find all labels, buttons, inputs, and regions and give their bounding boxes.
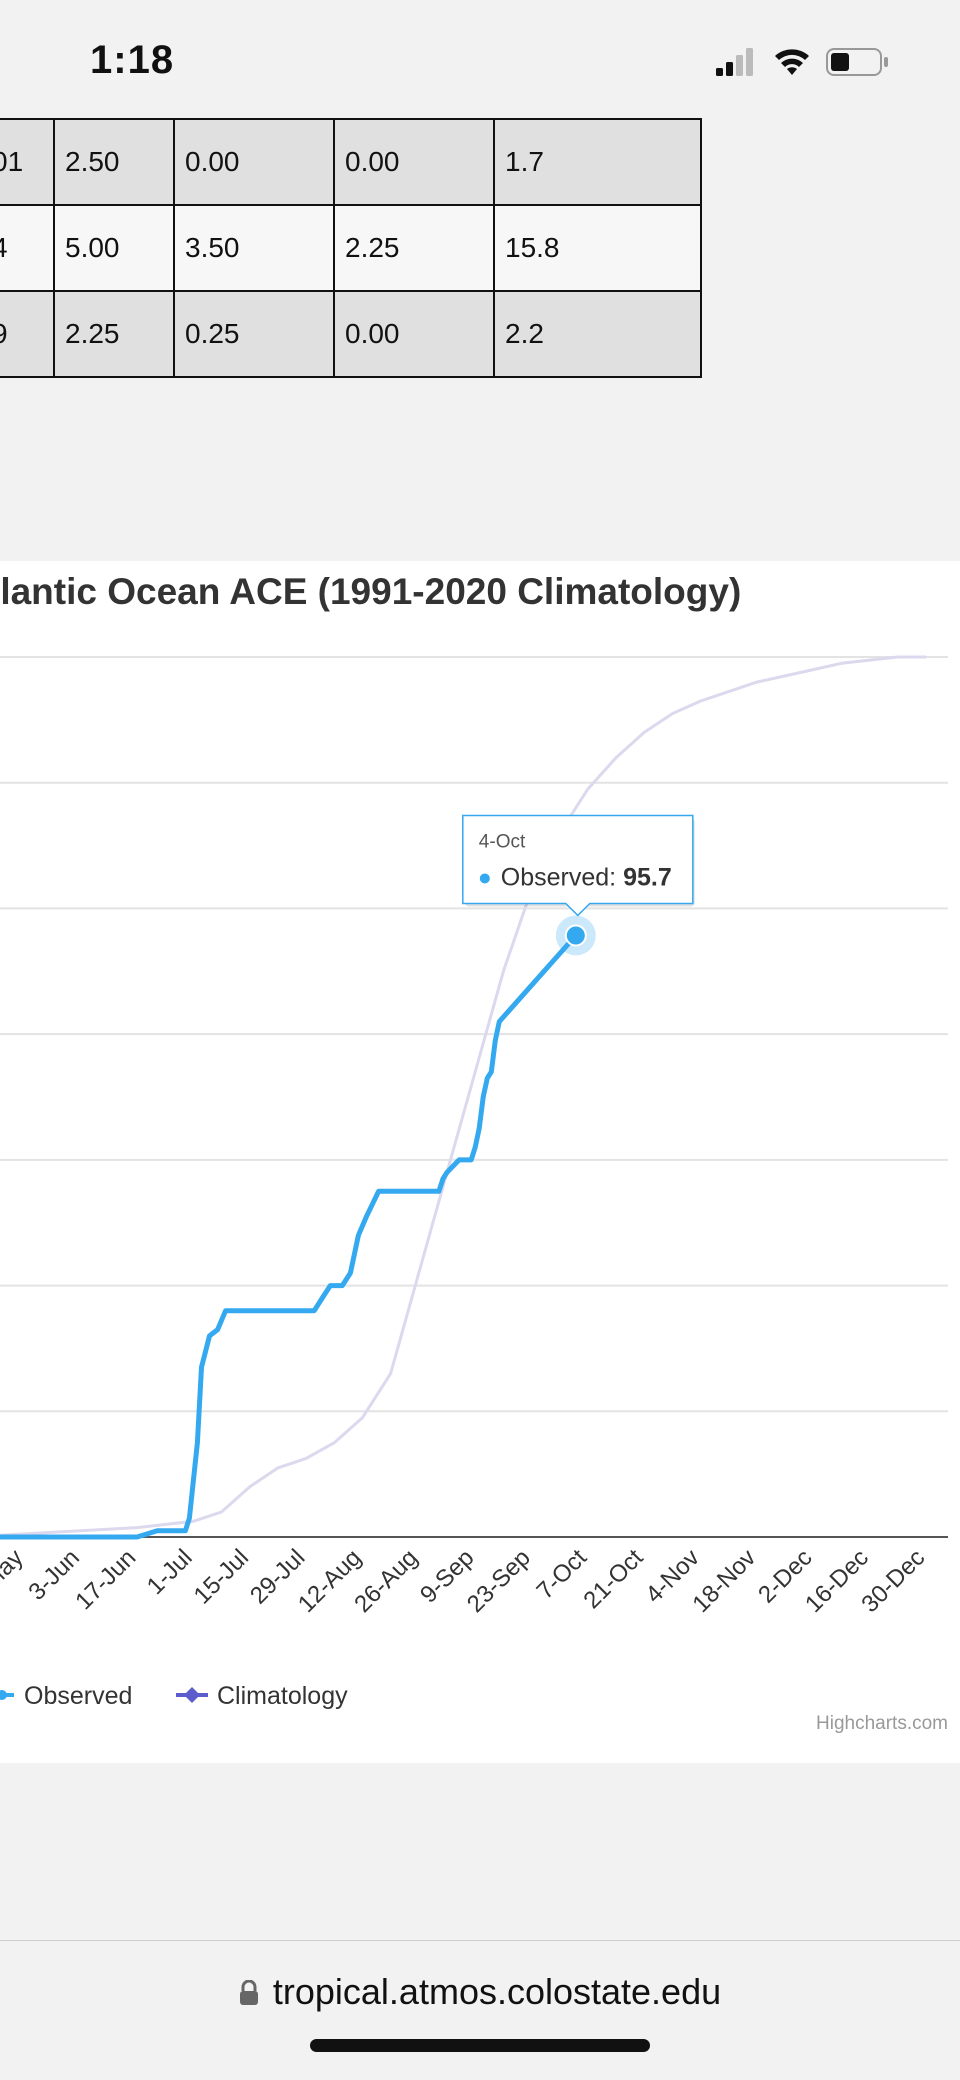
legend-observed-marker <box>0 1690 7 1700</box>
table-cell: 0.00 <box>333 290 495 378</box>
chart-panel: tlantic Ocean ACE (1991-2020 Climatology… <box>0 561 960 1763</box>
table-cell: 15.8 <box>493 204 702 292</box>
x-tick-label: 30-Dec <box>856 1544 930 1618</box>
x-tick-label: 16-Dec <box>800 1544 874 1618</box>
tooltip-value: 95.7 <box>623 863 672 891</box>
table-row: 4 5.00 3.50 2.25 15.8 <box>0 204 702 292</box>
table-cell: 0.00 <box>173 118 335 206</box>
status-bar: 1:18 <box>0 0 960 110</box>
highcharts-credits[interactable]: Highcharts.com <box>816 1713 948 1734</box>
table-cell: 0.25 <box>173 290 335 378</box>
tooltip: 4-Oct Observed: 95.7 <box>462 814 695 917</box>
url-text: tropical.atmos.colostate.edu <box>272 1971 722 2012</box>
table-cell: 2.25 <box>53 290 175 378</box>
table-cell: 9 <box>0 290 55 378</box>
url-bar[interactable]: tropical.atmos.colostate.edu <box>0 1940 960 2080</box>
address-bar[interactable]: tropical.atmos.colostate.edu <box>0 1971 960 2015</box>
observed-line <box>0 933 579 1540</box>
table-cell: 3.50 <box>173 204 335 292</box>
table-cell: 2.2 <box>493 290 702 378</box>
lock-icon <box>239 1973 259 2015</box>
data-table: 01 2.50 0.00 0.00 1.7 4 5.00 3.50 2.25 1… <box>0 118 702 378</box>
table-cell: 1.7 <box>493 118 702 206</box>
x-tick-label: 12-Aug <box>293 1544 367 1618</box>
status-icons <box>716 48 888 76</box>
x-tick-label: 18-Nov <box>687 1544 761 1618</box>
table-cell: 5.00 <box>53 204 175 292</box>
tooltip-date: 4-Oct <box>479 831 526 852</box>
x-tick-label: 26-Aug <box>349 1544 423 1618</box>
cellular-signal-icon <box>716 48 753 76</box>
table-cell: 0.00 <box>333 118 495 206</box>
tooltip-box <box>462 814 694 917</box>
x-tick-label: 21-Oct <box>578 1544 648 1614</box>
table-row: 01 2.50 0.00 0.00 1.7 <box>0 118 702 206</box>
table-cell: 2.50 <box>53 118 175 206</box>
table-cell: 2.25 <box>333 204 495 292</box>
climatology-line <box>0 655 926 1537</box>
home-indicator[interactable] <box>310 2039 650 2052</box>
legend: Observed Climatology <box>0 1682 348 1710</box>
x-tick-label: 20-May <box>0 1544 29 1620</box>
x-tick-label: 17-Jun <box>70 1544 141 1615</box>
series-lines <box>0 655 926 1540</box>
legend-observed-label: Observed <box>24 1682 132 1710</box>
table-cell: 4 <box>0 204 55 292</box>
x-tick-label: 15-Jul <box>189 1544 254 1609</box>
status-time: 1:18 <box>90 38 175 82</box>
wifi-icon <box>775 49 809 75</box>
tooltip-series: Observed: 95.7 <box>501 863 672 891</box>
battery-icon <box>826 48 888 76</box>
tooltip-marker <box>479 873 490 884</box>
gridlines <box>0 656 948 1538</box>
hover-point <box>564 924 587 947</box>
table-cell: 01 <box>0 118 55 206</box>
table-row: 9 2.25 0.25 0.00 2.2 <box>0 290 702 378</box>
legend-climatology-marker <box>184 1687 200 1703</box>
chart-title: tlantic Ocean ACE (1991-2020 Climatology… <box>0 571 742 612</box>
x-tick-label: 23-Sep <box>462 1544 536 1618</box>
legend-climatology-label: Climatology <box>217 1682 348 1710</box>
